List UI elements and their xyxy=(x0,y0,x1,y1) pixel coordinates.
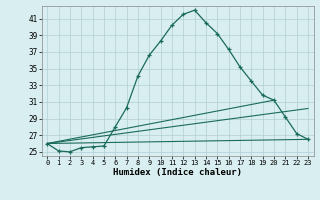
X-axis label: Humidex (Indice chaleur): Humidex (Indice chaleur) xyxy=(113,168,242,177)
